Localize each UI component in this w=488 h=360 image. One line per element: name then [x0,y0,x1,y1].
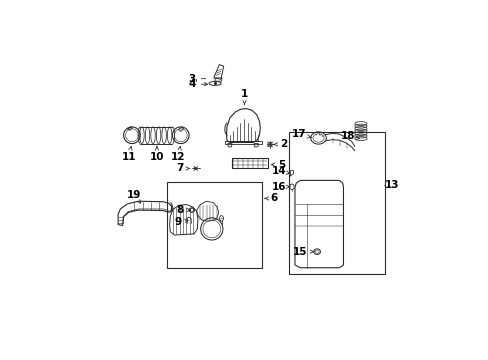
Text: 15: 15 [293,247,313,257]
Text: 19: 19 [127,190,141,203]
Text: 18: 18 [340,131,359,141]
Text: 11: 11 [121,147,136,162]
Text: 6: 6 [264,193,277,203]
Text: 16: 16 [271,182,289,192]
Text: 12: 12 [171,147,185,162]
Text: 3: 3 [188,74,205,84]
Text: 8: 8 [176,205,190,215]
Text: 10: 10 [149,147,164,162]
Text: 13: 13 [384,180,399,190]
Text: 4: 4 [188,79,207,89]
Text: 2: 2 [273,139,286,149]
Text: 5: 5 [271,159,285,170]
Text: 14: 14 [271,166,289,176]
Text: 17: 17 [291,129,311,139]
Text: 7: 7 [176,163,189,174]
Text: 1: 1 [241,89,247,104]
Text: 9: 9 [174,217,188,227]
